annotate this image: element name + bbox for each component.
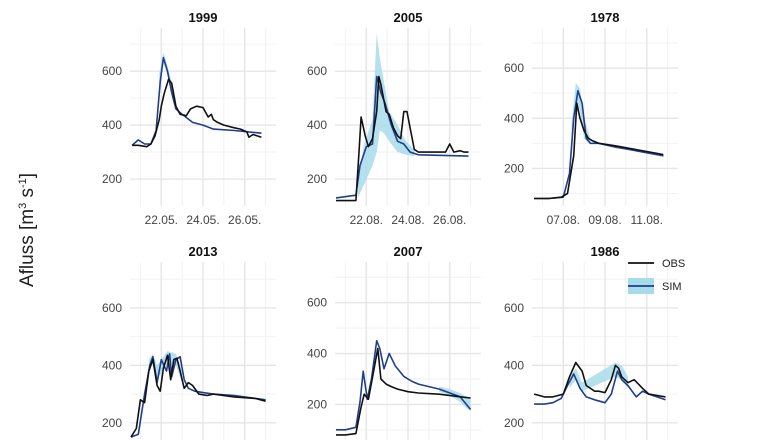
y-tick-label: 600: [102, 301, 122, 315]
series-line-obs: [130, 354, 266, 438]
legend-label-obs: OBS: [662, 258, 685, 270]
panel-1978: 200 400 600 07.08. 09.08. 11.08. 1978: [504, 10, 678, 227]
x-tick-label: 09.08.: [588, 213, 621, 227]
y-tick-label: 400: [307, 118, 327, 132]
y-tick-label: 400: [307, 347, 327, 361]
y-tick-label: 200: [102, 416, 122, 430]
y-tick-label: 200: [307, 397, 327, 411]
legend: OBS SIM: [628, 258, 685, 294]
series-line-obs: [336, 75, 469, 202]
sim-uncertainty-band: [357, 33, 415, 198]
y-tick-label: 600: [504, 301, 524, 315]
y-tick-label: 600: [307, 296, 327, 310]
series-line-sim: [534, 89, 664, 200]
panel-title: 2007: [394, 244, 423, 259]
series-line-obs: [534, 102, 664, 200]
series-line-obs: [132, 78, 262, 148]
series-line-obs: [336, 347, 471, 436]
y-tick-label: 200: [102, 172, 122, 186]
panel-2005: 200 400 600 22.08. 24.08. 26.08. 2005: [307, 10, 481, 227]
y-tick-label: 200: [504, 161, 524, 175]
panel-title: 1986: [591, 244, 620, 259]
y-tick-label: 600: [102, 64, 122, 78]
panel-2013: 20040060002.06.04.06.06.06.2013: [102, 244, 276, 440]
sim-uncertainty-band: [569, 362, 628, 392]
series-line-sim: [534, 370, 666, 405]
x-tick-label: 07.08.: [547, 213, 580, 227]
x-tick-label: 26.05.: [228, 213, 261, 227]
series-line-sim: [336, 340, 472, 431]
x-tick-label: 22.08.: [350, 213, 383, 227]
x-tick-label: 24.05.: [186, 213, 219, 227]
y-tick-label: 400: [102, 358, 122, 372]
panel-1986: 20040060002.06.04.06.06.06.1986: [504, 244, 678, 440]
legend-label-sim: SIM: [662, 281, 682, 293]
y-tick-label: 600: [504, 61, 524, 75]
y-tick-label: 200: [307, 172, 327, 186]
y-tick-label: 400: [504, 111, 524, 125]
panel-title: 2005: [394, 10, 423, 25]
panel-title: 1978: [591, 10, 620, 25]
panel-2007: 20040060008.08.10.08.12.08.2007: [307, 244, 481, 440]
panel-title: 1999: [189, 10, 218, 25]
y-tick-label: 200: [504, 416, 524, 430]
x-tick-label: 26.08.: [433, 213, 466, 227]
series-line-sim: [131, 56, 262, 146]
y-tick-label: 400: [504, 358, 524, 372]
y-tick-label: 600: [307, 64, 327, 78]
y-tick-label: 400: [102, 118, 122, 132]
x-tick-label: 22.05.: [145, 213, 178, 227]
panel-1999: 200 400 600 22.05. 24.05. 26.05. 1999: [102, 10, 276, 227]
series-line-obs: [533, 361, 666, 398]
x-tick-label: 24.08.: [391, 213, 424, 227]
panel-title: 2013: [189, 244, 218, 259]
x-tick-label: 11.08.: [630, 213, 662, 227]
